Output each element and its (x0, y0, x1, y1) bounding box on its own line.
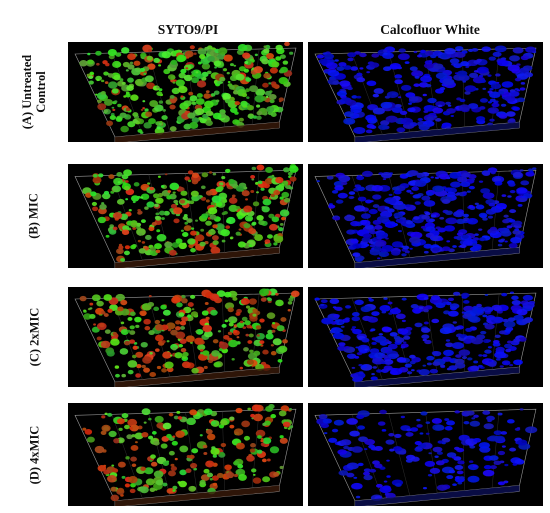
row-label-4xmic: (D) 4xMIC (26, 425, 41, 484)
biofilm-render-b-syto9 (74, 164, 299, 268)
image-panel-a-syto9 (68, 42, 303, 142)
image-panel-d-calcofluor (308, 403, 543, 506)
image-panel-d-syto9 (68, 403, 303, 506)
image-panel-b-calcofluor (308, 164, 543, 268)
column-header-calcofluor-white: Calcofluor White (380, 22, 480, 37)
row-label-mic: (B) MIC (26, 193, 41, 239)
biofilm-render-a-calcofluor (314, 45, 537, 142)
biofilm-render-c-calcofluor (314, 291, 537, 387)
image-panel-c-calcofluor (308, 287, 543, 387)
column-header-syto9-pi: SYTO9/PI (157, 22, 219, 37)
biofilm-render-b-calcofluor (314, 167, 537, 268)
biofilm-render-c-syto9 (74, 288, 300, 387)
biofilm-render-a-syto9 (74, 42, 297, 142)
row-label-2xmic: (C) 2xMIC (26, 307, 41, 367)
image-panel-c-syto9 (68, 287, 303, 387)
image-panel-b-syto9 (68, 164, 303, 268)
biofilm-render-d-syto9 (74, 404, 297, 506)
biofilm-render-d-calcofluor (314, 408, 538, 506)
image-panel-a-calcofluor (308, 42, 543, 142)
row-label-untreated-control: (A) Untreated Control (20, 54, 48, 130)
